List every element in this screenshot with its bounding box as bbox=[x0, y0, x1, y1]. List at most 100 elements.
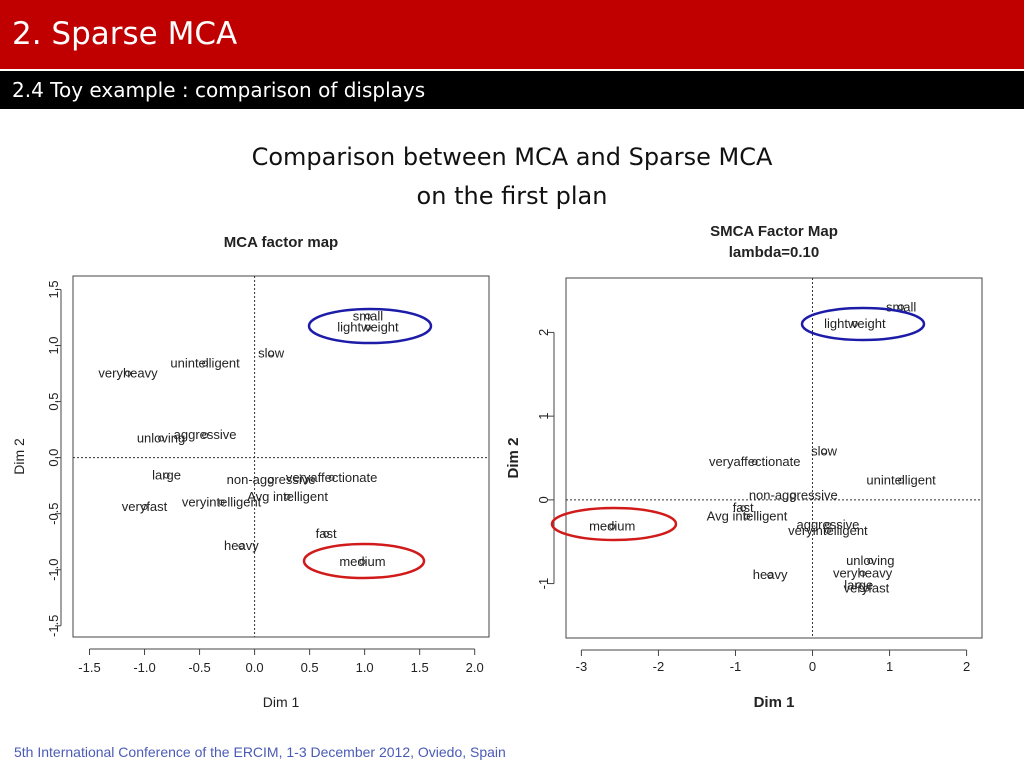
comparison-heading-line-1: Comparison between MCA and Sparse MCA bbox=[251, 143, 773, 171]
data-point-marker bbox=[141, 503, 148, 510]
data-point-label: veryfast bbox=[122, 499, 168, 514]
data-point-label: small bbox=[353, 308, 383, 323]
data-point-marker bbox=[867, 557, 874, 564]
data-point-marker bbox=[824, 521, 831, 528]
data-point-label: lightweight bbox=[337, 320, 399, 335]
data-point-label: veryintelligent bbox=[788, 523, 868, 538]
data-point-marker bbox=[851, 321, 858, 328]
data-point-label: lightweight bbox=[824, 316, 886, 331]
data-point-label: veryheavy bbox=[98, 366, 158, 381]
data-point-marker bbox=[898, 304, 905, 311]
data-point-label: large bbox=[844, 577, 873, 592]
subtitle-bar: 2.4 Toy example : comparison of displays bbox=[0, 71, 1024, 109]
data-point-label: aggressive bbox=[174, 427, 237, 442]
data-point-marker bbox=[609, 523, 616, 530]
data-point-label: heavy bbox=[753, 567, 788, 582]
y-tick-label: 0 bbox=[536, 496, 551, 503]
plot-subtitle: lambda=0.10 bbox=[729, 244, 819, 261]
data-point-label: aggressive bbox=[796, 517, 859, 532]
data-point-label: Avg intelligent bbox=[707, 509, 788, 524]
blue-highlight-oval bbox=[800, 306, 926, 342]
x-tick-label: 0 bbox=[809, 659, 816, 674]
data-point-marker bbox=[855, 582, 862, 589]
slide-subtitle: 2.4 Toy example : comparison of displays bbox=[12, 78, 426, 102]
data-point-marker bbox=[323, 530, 330, 537]
y-tick-label: -1 bbox=[536, 578, 551, 590]
data-point-label: Avg intelligent bbox=[247, 489, 328, 504]
data-point-marker bbox=[328, 474, 335, 481]
y-axis-label: Dim 2 bbox=[11, 438, 27, 475]
data-point-label: unloving bbox=[846, 553, 894, 568]
data-point-marker bbox=[359, 558, 366, 565]
plot-frame bbox=[565, 277, 983, 639]
plot-title: MCA factor map bbox=[224, 234, 338, 251]
data-point-label: medium bbox=[339, 554, 385, 569]
x-axis-label: Dim 1 bbox=[754, 694, 795, 711]
data-point-label: unloving bbox=[137, 431, 185, 446]
y-tick-label: 1 bbox=[536, 413, 551, 420]
data-point-marker bbox=[268, 477, 275, 484]
data-point-marker bbox=[158, 435, 165, 442]
x-axis-label: Dim 1 bbox=[263, 694, 300, 710]
x-tick-label: -1.0 bbox=[133, 660, 155, 675]
x-tick-label: 1.5 bbox=[411, 660, 429, 675]
x-tick-label: -1 bbox=[730, 659, 742, 674]
slide-title: 2. Sparse MCA bbox=[12, 16, 238, 52]
data-point-label: medium bbox=[589, 519, 635, 534]
data-point-marker bbox=[821, 448, 828, 455]
data-point-label: unintelligent bbox=[170, 355, 240, 370]
y-tick-label: -1.5 bbox=[46, 615, 61, 637]
data-point-label: fast bbox=[316, 526, 337, 541]
data-point-marker bbox=[824, 527, 831, 534]
data-point-label: non-aggressive bbox=[749, 488, 838, 503]
x-tick-label: 2 bbox=[963, 659, 970, 674]
y-tick-label: 1.0 bbox=[46, 336, 61, 354]
data-point-marker bbox=[202, 432, 209, 439]
factor-maps: MCA factor map -1.5 -1.0 -0.5 0.0 0.5 1.0 1.5 2.… bbox=[11, 223, 983, 711]
data-point-marker bbox=[740, 505, 747, 512]
red-highlight-oval bbox=[550, 506, 678, 542]
data-point-label: veryaffectionate bbox=[709, 454, 801, 469]
blue-highlight-oval bbox=[307, 307, 433, 345]
x-tick-label: -2 bbox=[653, 659, 665, 674]
data-point-marker bbox=[364, 313, 371, 320]
x-tick-label: 1.0 bbox=[356, 660, 374, 675]
y-tick-label: 1.5 bbox=[46, 280, 61, 298]
y-tick-label: 0.0 bbox=[46, 449, 61, 467]
y-tick-label: 2 bbox=[536, 329, 551, 336]
data-point-marker bbox=[202, 360, 209, 367]
data-point-marker bbox=[898, 477, 905, 484]
data-point-marker bbox=[284, 493, 291, 500]
data-point-label: slow bbox=[258, 345, 285, 360]
data-point-label: veryfast bbox=[844, 581, 890, 596]
data-point-marker bbox=[238, 543, 245, 550]
data-point-label: veryintelligent bbox=[182, 494, 262, 509]
plot-title: SMCA Factor Map bbox=[710, 223, 838, 240]
data-point-marker bbox=[790, 492, 797, 499]
data-point-marker bbox=[767, 572, 774, 579]
red-highlight-oval bbox=[302, 542, 426, 580]
comparison-heading-line-2: on the first plan bbox=[416, 182, 608, 210]
data-point-label: slow bbox=[811, 443, 838, 458]
data-point-marker bbox=[751, 459, 758, 466]
x-tick-label: -0.5 bbox=[188, 660, 210, 675]
data-point-marker bbox=[364, 324, 371, 331]
x-tick-label: 2.0 bbox=[466, 660, 484, 675]
data-point-label: unintelligent bbox=[866, 473, 936, 488]
title-bar: 2. Sparse MCA bbox=[0, 0, 1024, 69]
x-tick-label: -3 bbox=[576, 659, 588, 674]
data-point-label: veryheavy bbox=[833, 566, 893, 581]
x-tick-label: -1.5 bbox=[78, 660, 100, 675]
data-point-marker bbox=[859, 570, 866, 577]
conference-footer: 5th International Conference of the ERCI… bbox=[14, 744, 506, 760]
data-point-marker bbox=[163, 472, 170, 479]
data-point-marker bbox=[744, 513, 751, 520]
data-point-marker bbox=[863, 585, 870, 592]
data-point-label: fast bbox=[733, 500, 754, 515]
y-axis-label: Dim 2 bbox=[505, 438, 522, 479]
data-point-marker bbox=[125, 370, 132, 377]
plot-frame bbox=[72, 275, 490, 638]
x-tick-label: 0.5 bbox=[301, 660, 319, 675]
x-tick-label: 1 bbox=[886, 659, 893, 674]
data-point-label: veryaffectionate bbox=[286, 470, 378, 485]
